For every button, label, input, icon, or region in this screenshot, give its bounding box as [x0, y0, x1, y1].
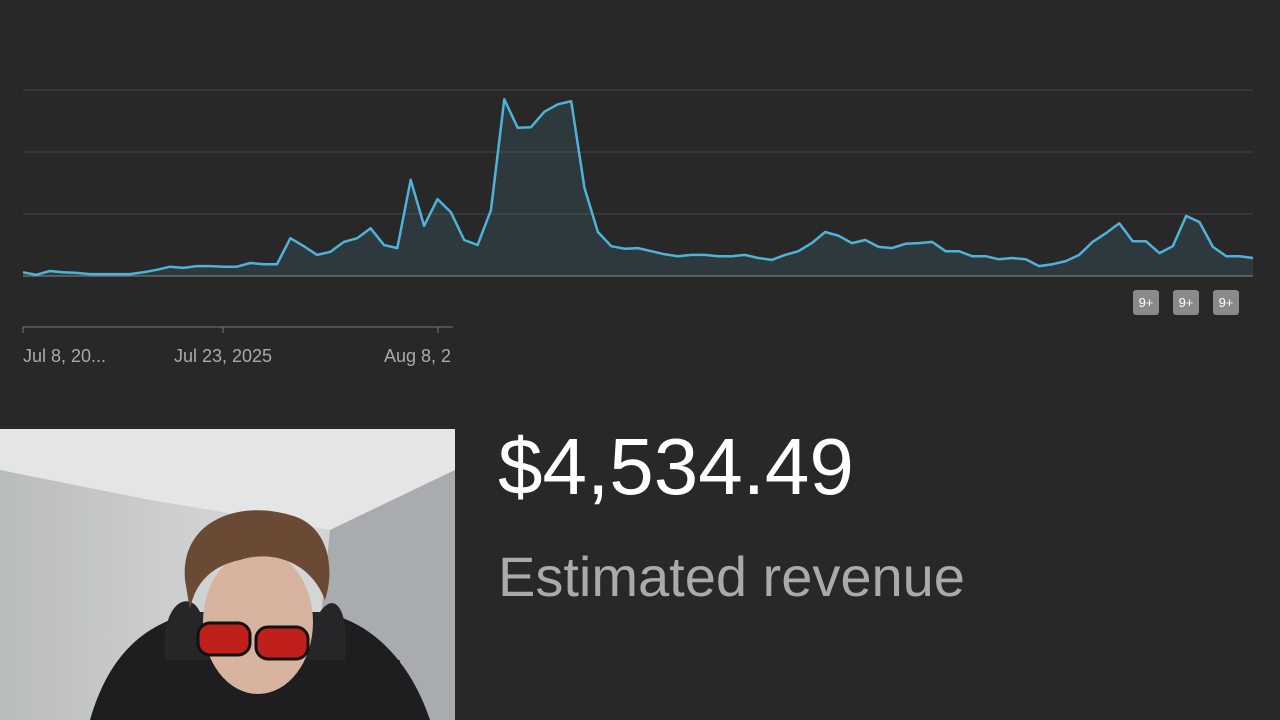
webcam — [0, 429, 455, 720]
chart — [22, 89, 1254, 277]
area — [23, 99, 1253, 276]
badge-bg — [1173, 290, 1199, 315]
x-label: Aug 8, 2 — [384, 346, 451, 366]
badge[interactable]: 9+ — [1219, 295, 1234, 310]
badge[interactable]: 9+ — [1179, 295, 1194, 310]
badge-bg — [1213, 290, 1239, 315]
x-label: Jul 23, 2025 — [174, 346, 272, 366]
line — [22, 98, 1254, 277]
hair — [184, 510, 330, 610]
badge[interactable]: 9+ — [1139, 295, 1154, 310]
metric-label: Estimated revenue — [498, 545, 965, 608]
badges: 9+ 9+ 9+ — [1133, 290, 1239, 315]
badge-bg — [1133, 290, 1159, 315]
x-label: Jul 8, 20... — [23, 346, 106, 366]
x-labels: Jul 8, 20... Jul 23, 2025 Aug 8, 2 — [23, 346, 451, 366]
metric-value: $4,534.49 — [498, 422, 854, 511]
glasses-lens — [254, 625, 310, 661]
ceiling — [0, 429, 455, 530]
glasses-lens — [196, 621, 252, 657]
